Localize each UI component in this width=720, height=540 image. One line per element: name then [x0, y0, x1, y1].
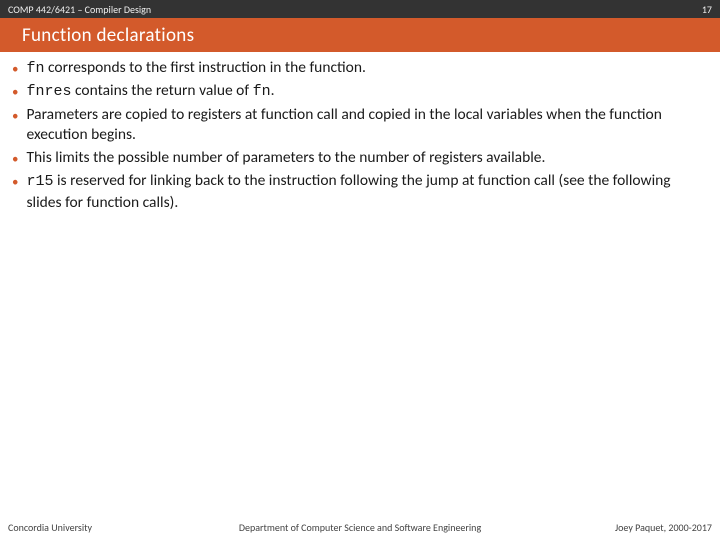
bullet-text: fn corresponds to the first instruction …	[26, 58, 708, 79]
bullet-item: • fn corresponds to the first instruction…	[12, 58, 708, 79]
slide-title: Function declarations	[0, 18, 720, 52]
bullet-item: • r15 is reserved for linking back to the…	[12, 171, 708, 213]
footer-center: Department of Computer Science and Softw…	[239, 521, 481, 534]
bullet-text: Parameters are copied to registers at fu…	[26, 105, 708, 147]
text-span: Parameters are copied to registers at fu…	[26, 105, 661, 145]
course-code: COMP 442/6421 – Compiler Design	[8, 3, 151, 16]
text-span: .	[271, 81, 275, 100]
text-span: is reserved for linking back to the inst…	[26, 171, 670, 211]
text-span: corresponds to the first instruction in …	[45, 58, 366, 77]
bullet-dot-icon: •	[12, 84, 18, 102]
bullet-text: fnres contains the return value of fn.	[26, 81, 708, 102]
code-span: r15	[26, 173, 53, 190]
title-text: Function declarations	[22, 24, 194, 47]
code-span: fn	[26, 60, 44, 77]
bullet-item: • fnres contains the return value of fn.	[12, 81, 708, 102]
content-area: • fn corresponds to the first instruction…	[0, 52, 720, 213]
bullet-text: r15 is reserved for linking back to the …	[26, 171, 708, 213]
page-number: 17	[702, 3, 712, 16]
bullet-item: • Parameters are copied to registers at f…	[12, 105, 708, 147]
bullet-dot-icon: •	[12, 61, 18, 79]
footer-right: Joey Paquet, 2000-2017	[615, 521, 712, 534]
code-span: fn	[253, 83, 271, 100]
header-bar: COMP 442/6421 – Compiler Design 17	[0, 0, 720, 18]
footer: Concordia University Department of Compu…	[0, 517, 720, 540]
code-span: fnres	[26, 83, 71, 100]
footer-left: Concordia University	[8, 521, 92, 534]
bullet-dot-icon: •	[12, 174, 18, 192]
text-span: This limits the possible number of param…	[26, 148, 545, 167]
bullet-text: This limits the possible number of param…	[26, 148, 708, 169]
text-span: contains the return value of	[72, 81, 253, 100]
bullet-dot-icon: •	[12, 108, 18, 126]
bullet-dot-icon: •	[12, 151, 18, 169]
bullet-item: • This limits the possible number of para…	[12, 148, 708, 169]
